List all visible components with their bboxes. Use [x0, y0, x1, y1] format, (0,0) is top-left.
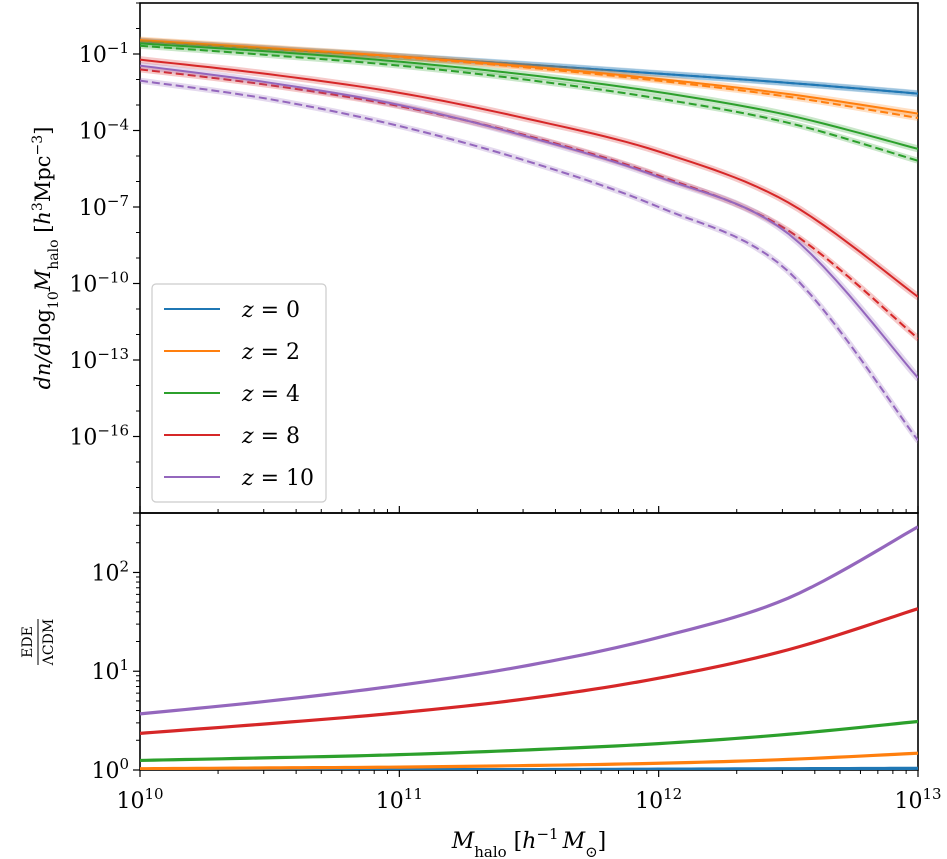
top-y-tick-label: 10−4 — [79, 116, 129, 145]
svg-text:ΛCDM: ΛCDM — [41, 619, 57, 666]
top-lcdm-line-4 — [140, 79, 918, 442]
bottom-y-tick-label: 101 — [91, 656, 129, 685]
bottom-ratio-line-1 — [140, 751, 918, 770]
bottom-y-tick-label: 100 — [91, 755, 129, 784]
legend-label-4: z = 10 — [241, 466, 314, 491]
top-y-axis-label: dn/dlog10Mhalo [h3Mpc−3] — [30, 127, 62, 390]
top-y-tick-label: 10−13 — [69, 345, 129, 374]
top-ede-line-1 — [140, 39, 918, 115]
bottom-ratio-line-3 — [140, 607, 918, 735]
bottom-panel-ticks: 1010 1011 1012 1013 100 101 102 — [91, 512, 942, 814]
legend-label-2: z = 4 — [241, 382, 300, 407]
legend-label-0: z = 0 — [241, 298, 300, 323]
svg-text:EDE: EDE — [20, 626, 36, 658]
top-y-tick-label: 10−10 — [69, 269, 129, 298]
x-tick-label: 1010 — [116, 785, 163, 814]
legend-label-3: z = 8 — [241, 424, 300, 449]
top-ede-line-3 — [140, 58, 918, 298]
bottom-ratio-line-0 — [140, 766, 918, 770]
x-tick-label: 1012 — [635, 785, 682, 814]
x-tick-label: 1011 — [376, 785, 423, 814]
bottom-panel-frame — [139, 512, 919, 771]
top-ede-line-2 — [140, 42, 918, 150]
bottom-ratio-line-2 — [140, 719, 918, 763]
legend-box — [151, 283, 327, 503]
top-panel-curves — [140, 36, 918, 444]
bottom-y-axis-label: EDE ΛCDM — [20, 619, 57, 666]
top-ede-line-4 — [140, 64, 918, 379]
x-axis-label: Mhalo [h−1 M⊙] — [451, 825, 607, 859]
bottom-panel-curves — [140, 525, 918, 770]
top-y-tick-label: 10−1 — [79, 39, 129, 68]
legend: z = 0 z = 2 z = 4 z = 8 z = 10 — [151, 283, 327, 503]
x-tick-label: 1013 — [894, 785, 941, 814]
top-y-tick-label: 10−16 — [69, 422, 129, 451]
bottom-y-tick-label: 102 — [91, 557, 129, 586]
top-lcdm-line-2 — [140, 44, 918, 162]
legend-label-1: z = 2 — [241, 340, 300, 365]
top-panel-ticks: 10−1 10−4 10−7 10−10 10−13 10−16 — [69, 2, 919, 514]
top-lcdm-line-1 — [140, 39, 918, 119]
bottom-ratio-line-4 — [140, 525, 918, 716]
top-y-tick-label: 10−7 — [79, 192, 129, 221]
